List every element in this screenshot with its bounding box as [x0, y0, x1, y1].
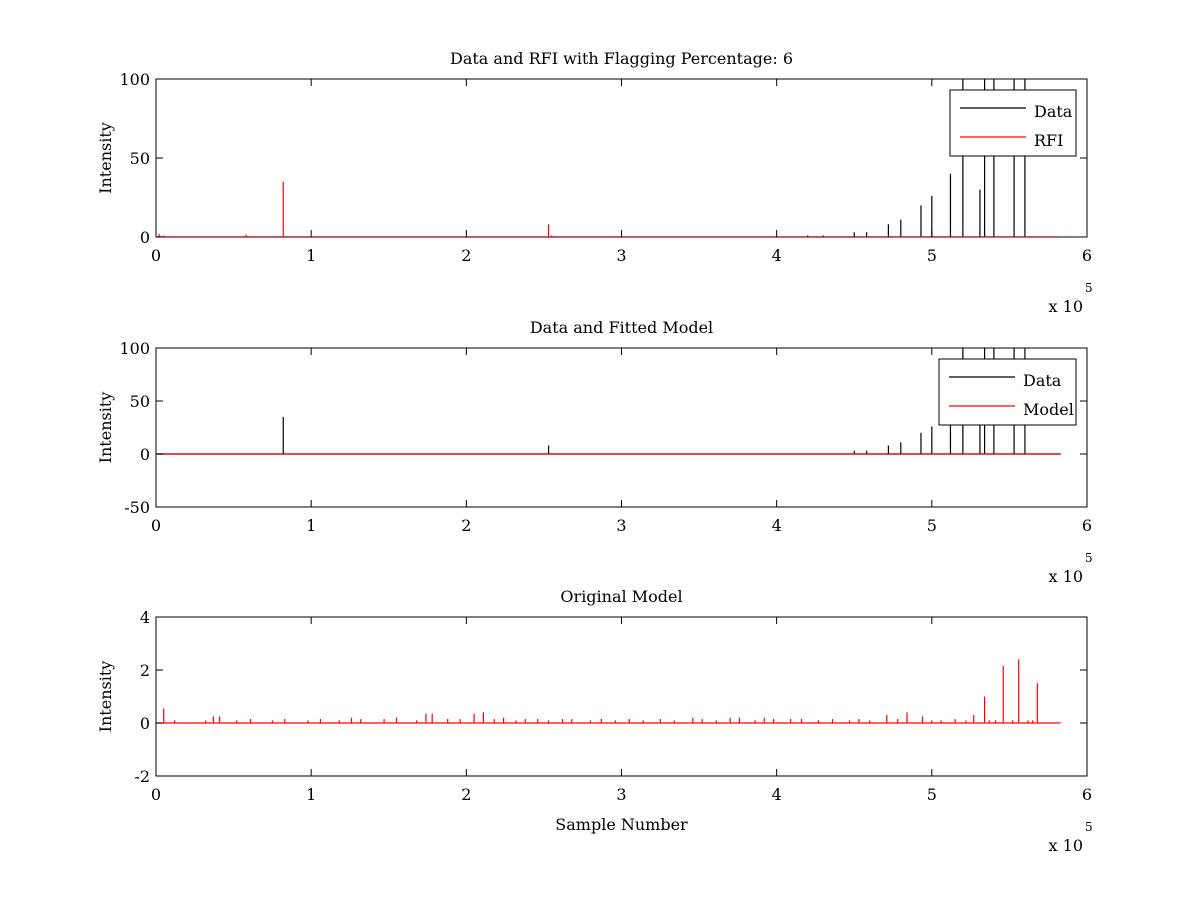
y-tick-label: 0	[140, 228, 150, 247]
legend-label-rfi: RFI	[1034, 131, 1063, 150]
y-tick-label: 4	[140, 608, 150, 627]
y-tick-label: 100	[119, 339, 150, 358]
x-tick-label: 6	[1082, 246, 1092, 265]
y-tick-label: 2	[140, 661, 150, 680]
plot-area	[156, 659, 1061, 724]
x-tick-label: 0	[151, 516, 161, 535]
x-multiplier-label: x 10	[1049, 297, 1083, 316]
legend-box	[938, 358, 1077, 426]
chart-title: Data and Fitted Model	[530, 318, 713, 337]
x-tick-label: 1	[306, 246, 316, 265]
legend: Data RFI	[949, 89, 1077, 157]
y-tick-label: 0	[140, 445, 150, 464]
x-tick-label: 2	[461, 785, 471, 804]
x-tick-label: 1	[306, 785, 316, 804]
x-axis-label: Sample Number	[555, 815, 688, 834]
x-tick-label: 0	[151, 246, 161, 265]
y-axis-label: Intensity	[96, 392, 115, 464]
y-tick-label: 50	[130, 149, 150, 168]
x-tick-label: 6	[1082, 785, 1092, 804]
series-model-line	[156, 659, 1061, 724]
x-tick-label: 3	[616, 785, 626, 804]
x-tick-label: 5	[927, 516, 937, 535]
axes-box	[155, 78, 1088, 238]
series-rfi-line	[156, 181, 1061, 237]
y-tick-label: 50	[130, 392, 150, 411]
x-multiplier-exponent: 5	[1085, 820, 1093, 834]
x-tick-label: 5	[927, 246, 937, 265]
legend-label-model: Model	[1023, 400, 1074, 419]
x-tick-label: 4	[772, 785, 782, 804]
y-tick-label: 100	[119, 70, 150, 89]
x-tick-label: 2	[461, 516, 471, 535]
x-tick-label: 1	[306, 516, 316, 535]
x-tick-label: 5	[927, 785, 937, 804]
x-tick-label: 4	[772, 246, 782, 265]
chart-1: 0 1 2 3 4 5 6 0 50 100 Data and RFI with Flagging …	[96, 49, 1093, 316]
x-multiplier-label: x 10	[1049, 567, 1083, 586]
y-axis-label: Intensity	[96, 122, 115, 194]
legend: Data Model	[938, 358, 1077, 426]
x-multiplier-label: x 10	[1049, 836, 1083, 855]
legend-box	[949, 89, 1077, 157]
x-tick-label: 4	[772, 516, 782, 535]
legend-label-data: Data	[1034, 102, 1073, 121]
x-multiplier-exponent: 5	[1085, 551, 1093, 565]
x-tick-label: 3	[616, 516, 626, 535]
chart-title: Original Model	[560, 587, 682, 606]
x-multiplier-exponent: 5	[1085, 281, 1093, 295]
x-tick-label: 3	[616, 246, 626, 265]
legend-label-data: Data	[1023, 371, 1062, 390]
y-tick-label: -2	[134, 767, 150, 786]
x-tick-label: 0	[151, 785, 161, 804]
axes-box	[155, 616, 1088, 777]
chart-title: Data and RFI with Flagging Percentage: 6	[450, 49, 793, 68]
y-tick-label: -50	[124, 498, 150, 517]
y-axis-label: Intensity	[96, 661, 115, 733]
x-tick-label: 2	[461, 246, 471, 265]
y-tick-label: 0	[140, 714, 150, 733]
x-tick-label: 6	[1082, 516, 1092, 535]
